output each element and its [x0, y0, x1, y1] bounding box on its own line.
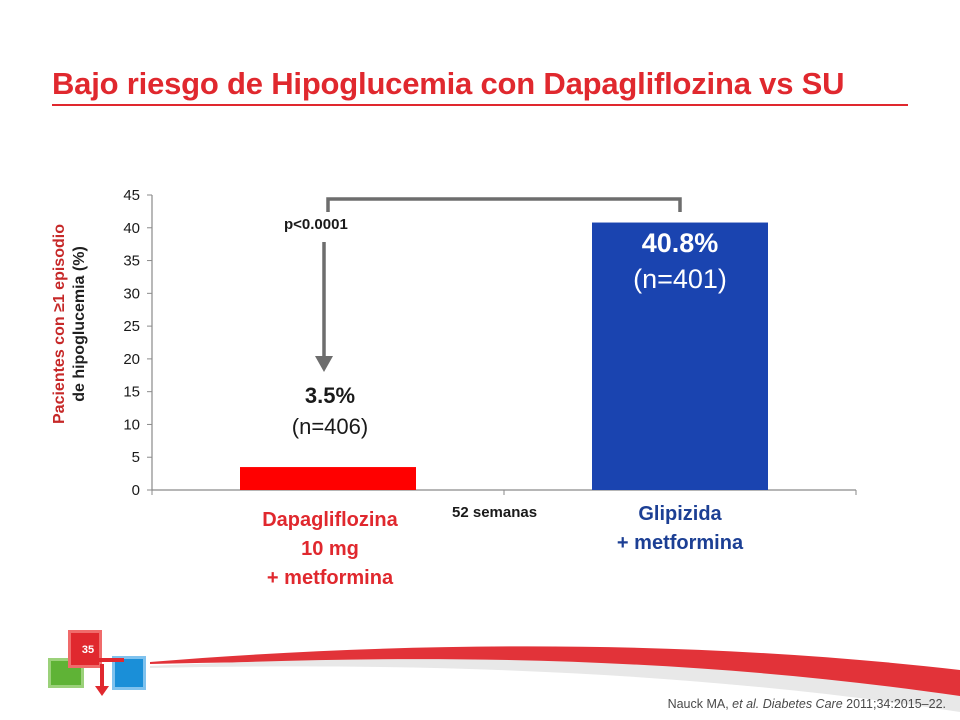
y-tick-label: 5: [132, 449, 140, 466]
citation-journal: et al. Diabetes Care: [732, 697, 843, 711]
dapagliflozina-percent-label: 3.5%: [304, 383, 356, 408]
y-tick-label: 35: [123, 253, 140, 270]
category-label-glipizida: Glipizida + metformina: [555, 500, 805, 558]
glipizida-percent-label: 40.8%: [641, 228, 719, 258]
y-tick-label: 20: [123, 351, 140, 368]
p-value-label: p<0.0001: [284, 216, 348, 233]
title-underline: [52, 104, 908, 106]
y-tick-label: 30: [123, 285, 140, 302]
category-label-dapagliflozina: Dapagliflozina 10 mg + metformina: [200, 506, 460, 593]
bar-chart: 0 5 10 15 20 25 30 35 40 45: [123, 187, 857, 499]
citation-reference: 2011;34:2015–22.: [842, 697, 946, 711]
logo-icon: [40, 628, 150, 698]
bracket-line: [326, 197, 682, 212]
decorative-swoosh: [150, 646, 960, 712]
slide-title: Bajo riesgo de Hipoglucemia con Dapaglif…: [52, 66, 845, 101]
y-axis-label-line2: de hipoglucemia (%): [71, 246, 88, 402]
category-label-glipizida-line1: Glipizida: [638, 503, 722, 525]
y-tick-label: 45: [123, 187, 140, 204]
y-axis-label-line1: Pacientes con ≥1 episodio: [51, 224, 68, 424]
bar-glipizida: [592, 222, 768, 491]
category-label-glipizida-line2: + metformina: [616, 532, 744, 554]
y-axis-ticks: 0 5 10 15 20 25 30 35 40 45: [123, 187, 857, 499]
y-tick-label: 25: [123, 318, 140, 335]
category-label-dapagliflozina-line1: Dapagliflozina: [262, 509, 398, 531]
x-axis-label: 52 semanas: [452, 504, 538, 521]
category-label-dapagliflozina-line3: + metformina: [266, 567, 394, 589]
y-tick-label: 40: [123, 220, 140, 237]
category-label-dapagliflozina-line2: 10 mg: [301, 538, 359, 560]
slide-number: 35: [81, 644, 95, 656]
glipizida-n-label: (n=401): [633, 264, 727, 294]
citation-authors: Nauck MA,: [667, 697, 733, 711]
y-axis-label: Pacientes con ≥1 episodio de hipoglucemi…: [50, 174, 90, 474]
bar-dapagliflozina: [240, 467, 416, 490]
dapagliflozina-n-label: (n=406): [291, 414, 369, 439]
citation: Nauck MA, et al. Diabetes Care 2011;34:2…: [668, 697, 946, 711]
down-arrow-icon: [315, 356, 333, 372]
y-tick-label: 0: [132, 482, 140, 499]
y-tick-label: 15: [123, 384, 140, 401]
y-tick-label: 10: [123, 416, 140, 433]
significance-bracket: [315, 197, 682, 372]
